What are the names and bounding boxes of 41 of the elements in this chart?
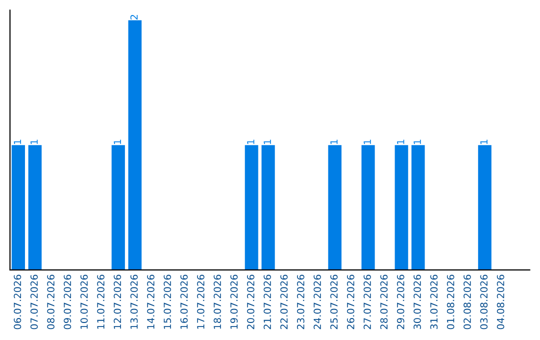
- x-tick-label: 16.07.2026: [180, 274, 188, 329]
- x-tick-label: 25.07.2026: [330, 274, 338, 330]
- x-tick-label: 19.07.2026: [230, 274, 238, 329]
- x-tick-label: 04.08.2026: [496, 274, 504, 330]
- data-label: 1: [480, 140, 488, 144]
- data-label: 1: [114, 140, 121, 144]
- data-label: 1: [30, 140, 38, 144]
- x-tick-label: 31.07.2026: [430, 274, 438, 330]
- data-label: 1: [414, 140, 421, 144]
- data-label: 1: [247, 140, 254, 144]
- x-tick-label: 13.07.2026: [130, 274, 138, 329]
- x-tick-label: 27.07.2026: [364, 274, 371, 330]
- x-tick-label: 14.07.2026: [147, 274, 154, 329]
- data-label: 1: [364, 140, 371, 144]
- x-tick-label: 09.07.2026: [64, 274, 72, 330]
- x-tick-label: 29.07.2026: [396, 274, 404, 330]
- x-tick-label: 02.08.2026: [464, 274, 471, 330]
- x-tick-label: 28.07.2026: [380, 274, 388, 330]
- x-tick-label: 30.07.2026: [414, 274, 421, 330]
- x-tick-label: 06.07.2026: [14, 274, 22, 330]
- data-label: 1: [330, 140, 338, 144]
- x-tick-label: 20.07.2026: [247, 274, 254, 330]
- x-tick-label: 24.07.2026: [314, 274, 321, 330]
- x-tick-label: 15.07.2026: [164, 274, 172, 329]
- data-label: 1: [264, 140, 271, 144]
- x-tick-label: 21.07.2026: [264, 274, 272, 330]
- x-tick-label: 17.07.2026: [197, 274, 204, 329]
- x-tick-label: 23.07.2026: [296, 274, 304, 330]
- x-tick-label: 18.07.2026: [214, 274, 222, 329]
- x-tick-label: 22.07.2026: [280, 274, 288, 330]
- x-tick-label: 10.07.2026: [80, 274, 88, 329]
- x-tick-label: 11.07.2026: [97, 274, 104, 329]
- x-tick-label: 07.07.2026: [30, 274, 38, 330]
- data-label: 2: [130, 14, 138, 20]
- x-tick-label: 26.07.2026: [346, 274, 354, 330]
- data-label: 1: [397, 140, 404, 144]
- data-label: 1: [14, 140, 21, 144]
- x-tick-label: 12.07.2026: [114, 274, 122, 329]
- x-tick-label: 08.07.2026: [47, 274, 54, 330]
- x-tick-label: 03.08.2026: [480, 274, 488, 330]
- x-tick-label: 01.08.2026: [446, 274, 454, 330]
